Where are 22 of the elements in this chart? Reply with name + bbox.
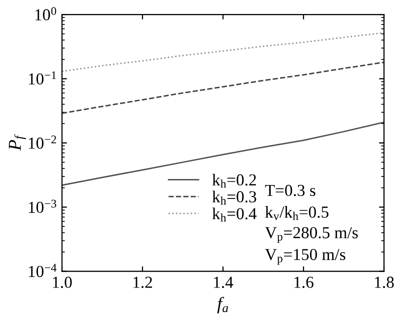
y-tick-label: 10$^{−3}$ bbox=[28, 200, 56, 213]
annotation: V$_{p}$=150 m/s bbox=[265, 248, 346, 265]
annotation: V$_{p}$=280.5 m/s bbox=[265, 227, 358, 243]
annotation: k$_{v}$/k$_{h}$=0.5 bbox=[265, 206, 328, 220]
y-tick-label: 10$^{0}$ bbox=[35, 7, 56, 20]
legend-label: k$_{h}$=0.2 bbox=[212, 174, 256, 188]
legend-label: k$_{h}$=0.4 bbox=[212, 208, 257, 222]
line-series bbox=[62, 62, 384, 114]
y-tick-label: 10$^{−4}$ bbox=[28, 264, 57, 278]
annotation: T=0.3 s bbox=[265, 184, 316, 196]
x-tick-label: 1.0 bbox=[53, 276, 72, 288]
x-tick-label: 1.4 bbox=[214, 276, 234, 288]
y-tick-label: 10$^{−1}$ bbox=[28, 71, 56, 85]
line-series bbox=[62, 122, 384, 186]
legend-label: k$_{h}$=0.3 bbox=[212, 190, 256, 205]
x-tick-label: 1.6 bbox=[294, 276, 314, 288]
y-tick-label: 10$^{−2}$ bbox=[28, 136, 56, 149]
x-tick-label: 1.8 bbox=[375, 276, 394, 288]
y-axis-title: P$_{f}$ bbox=[8, 134, 26, 151]
line-series bbox=[62, 32, 384, 72]
x-axis-title: f$_{a}$ bbox=[217, 296, 228, 314]
x-tick-label: 1.2 bbox=[134, 276, 152, 288]
